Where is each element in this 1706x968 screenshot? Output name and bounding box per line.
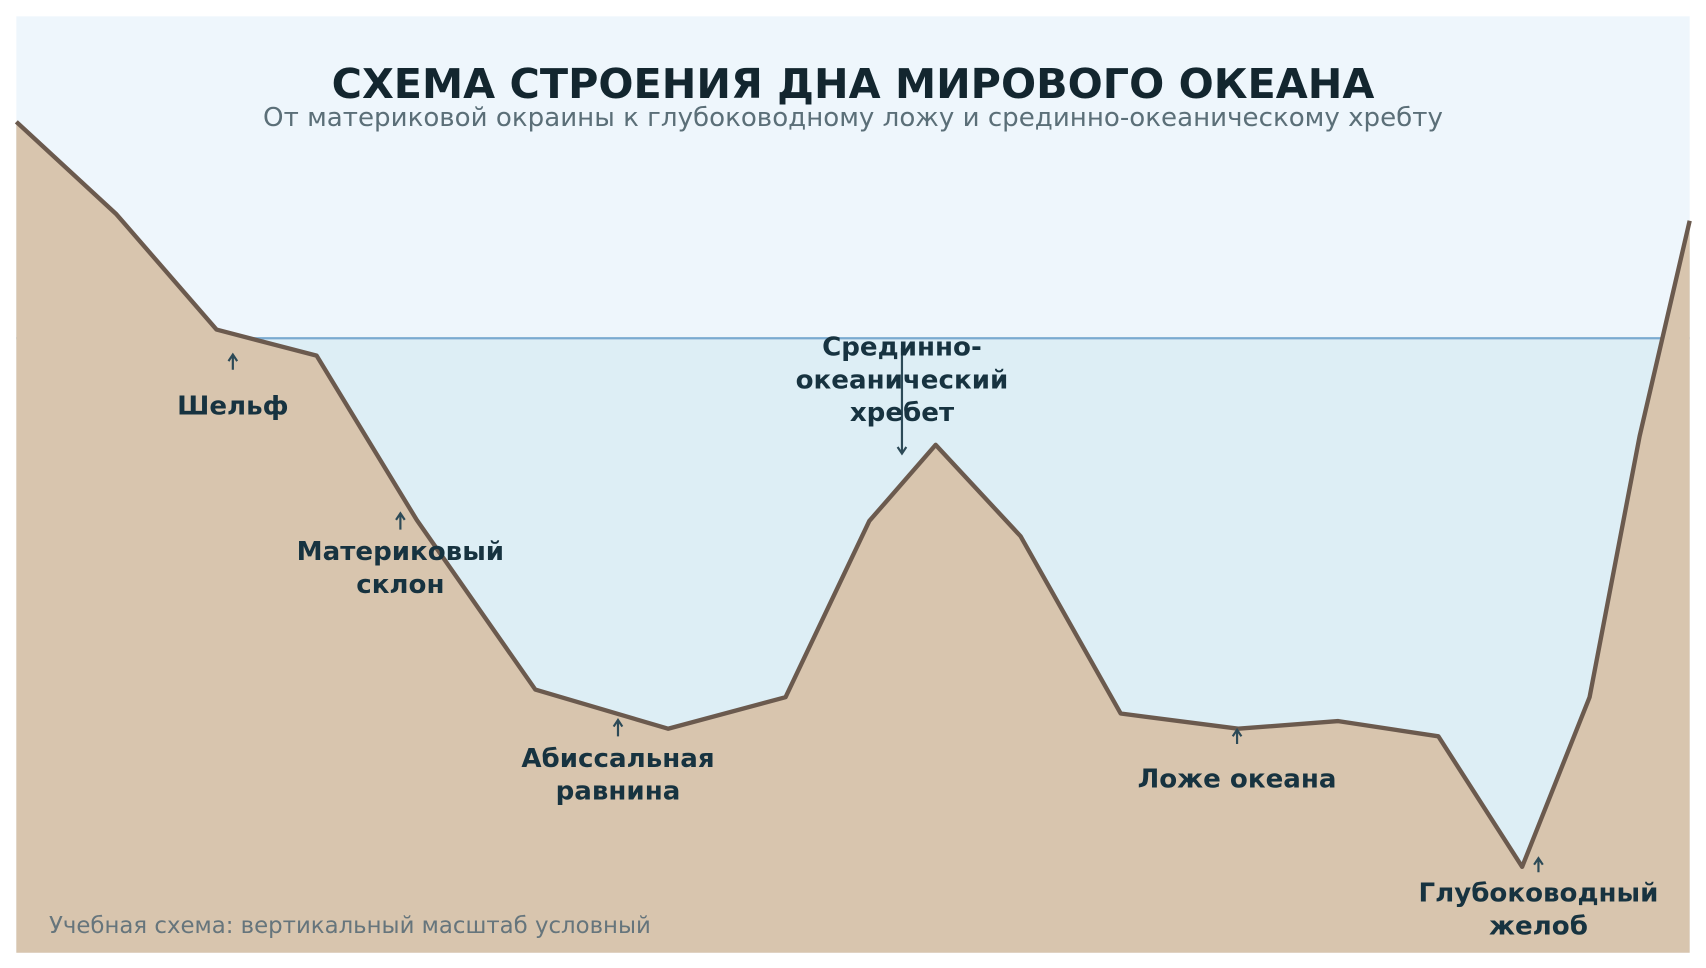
label: Шельф bbox=[177, 391, 288, 421]
seabed bbox=[16, 121, 1690, 953]
label: океанический bbox=[796, 365, 1009, 395]
subtitle: От материковой окраины к глубоководному … bbox=[263, 103, 1443, 133]
arrow bbox=[1231, 727, 1243, 744]
label: желоб bbox=[1489, 911, 1588, 941]
title: СХЕМА СТРОЕНИЯ ДНА МИРОВОГО ОКЕАНА bbox=[332, 60, 1375, 108]
note: Учебная схема: вертикальный масштаб усло… bbox=[49, 913, 651, 939]
label: Срединно- bbox=[822, 333, 982, 363]
label: Глубоководный bbox=[1418, 879, 1658, 909]
seabed-profile bbox=[14, 120, 1692, 870]
arrow bbox=[1533, 856, 1544, 873]
arrow bbox=[395, 511, 406, 530]
arrow bbox=[612, 718, 624, 737]
label: склон bbox=[356, 570, 444, 600]
label: Материковый bbox=[297, 537, 504, 567]
label: равнина bbox=[556, 776, 681, 806]
arrow bbox=[896, 348, 908, 456]
water bbox=[16, 121, 1690, 867]
label: хребет bbox=[850, 398, 955, 428]
arrow bbox=[227, 352, 239, 370]
label: Ложе океана bbox=[1138, 764, 1337, 794]
label: Абиссальная bbox=[521, 744, 714, 774]
